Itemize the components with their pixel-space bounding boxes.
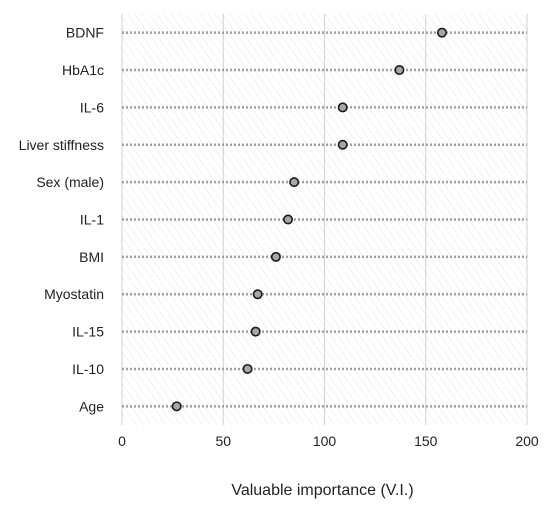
x-axis-title: Valuable importance (V.I.)	[231, 482, 413, 499]
category-rows	[122, 27, 527, 412]
data-point	[337, 102, 348, 113]
category-label: Age	[79, 398, 104, 414]
x-tick-label: 50	[215, 433, 231, 449]
category-label: IL-6	[80, 99, 104, 115]
category-label: IL-15	[72, 324, 104, 340]
category-label: BDNF	[66, 25, 104, 41]
data-point	[436, 27, 447, 38]
category-labels: BDNF HbA1c IL-6 Liver stiffness Sex (male) IL…	[19, 25, 105, 415]
category-label: Liver stiffness	[19, 137, 104, 153]
x-tick-label: 150	[414, 433, 438, 449]
category-label: BMI	[79, 249, 104, 265]
data-point	[252, 289, 263, 300]
category-label: HbA1c	[62, 62, 104, 78]
x-axis-ticks: 0 50 100 150 200	[118, 433, 539, 449]
category-label: Myostatin	[44, 286, 104, 302]
category-label: IL-10	[72, 361, 104, 377]
data-point	[283, 214, 294, 225]
data-point	[270, 251, 281, 262]
x-tick-label: 0	[118, 433, 126, 449]
data-point	[250, 326, 261, 337]
x-tick-label: 200	[515, 433, 539, 449]
data-point	[171, 401, 182, 412]
category-label: IL-1	[80, 212, 104, 228]
data-point	[242, 363, 253, 374]
data-point	[289, 177, 300, 188]
category-label: Sex (male)	[36, 174, 104, 190]
x-tick-label: 100	[313, 433, 337, 449]
data-point	[337, 139, 348, 150]
data-point	[394, 65, 405, 76]
